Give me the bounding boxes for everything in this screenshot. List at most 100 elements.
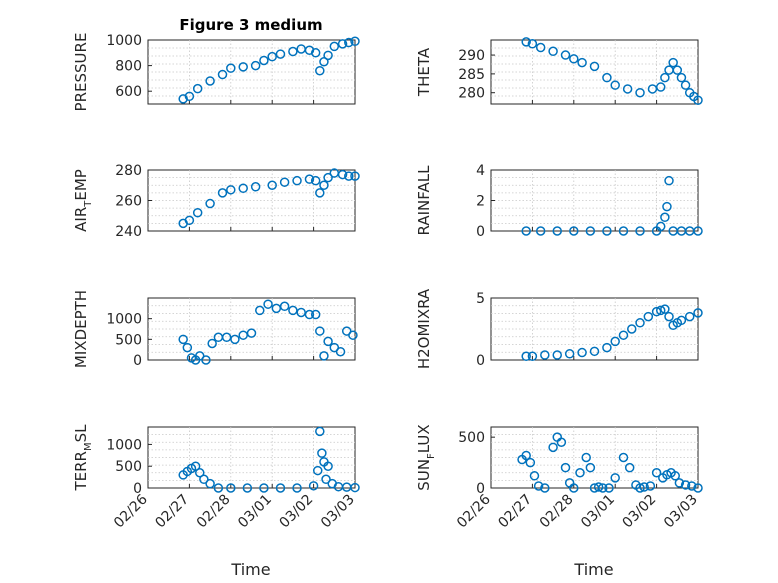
data-point (344, 171, 354, 181)
data-point (693, 95, 703, 105)
data-point (540, 350, 550, 360)
data-point (569, 54, 579, 64)
data-point (184, 215, 195, 226)
data-point (548, 46, 558, 57)
data-point (315, 188, 325, 198)
series-points (178, 168, 360, 229)
data-point (217, 69, 228, 80)
data-point (560, 462, 571, 473)
data-point (627, 324, 637, 334)
data-point (651, 468, 662, 478)
data-point (556, 437, 567, 447)
x-tick-label: 02/28 (194, 492, 234, 532)
y-tick-label: 285 (458, 67, 485, 83)
data-point (319, 351, 329, 361)
data-point (317, 448, 327, 458)
series-points (178, 36, 360, 104)
data-point (602, 72, 612, 83)
x-tick-label: 02/27 (152, 492, 192, 532)
data-point (581, 452, 591, 463)
data-point (279, 301, 290, 312)
data-point (564, 349, 575, 359)
x-tick-label: 03/02 (620, 492, 660, 532)
data-point (674, 478, 685, 488)
x-tick-label: 03/02 (277, 492, 317, 532)
data-point (337, 169, 348, 180)
data-point (259, 483, 269, 493)
data-point (315, 326, 325, 336)
data-point (525, 457, 536, 468)
data-point (288, 305, 298, 316)
x-tick-label: 03/01 (235, 492, 275, 532)
subplot-pressure: 600 800 1000 PRESSURE (72, 33, 360, 111)
data-point (660, 212, 670, 223)
data-point (319, 180, 329, 190)
data-point (323, 336, 333, 347)
data-point (308, 481, 319, 491)
data-point (323, 461, 333, 471)
x-axis-label-left: Time (230, 560, 270, 579)
data-point (521, 226, 531, 236)
data-point (693, 483, 703, 493)
series-points (178, 426, 360, 493)
data-point (593, 482, 604, 492)
y-tick-label: 0 (133, 481, 142, 497)
data-point (246, 328, 257, 338)
data-point (602, 226, 612, 236)
data-point (676, 315, 687, 326)
subplot-air-temp: 240 260 280 AIRTEMP (72, 163, 360, 240)
y-axis-label: RAINFALL (415, 165, 433, 236)
data-point (527, 351, 538, 362)
data-point (267, 180, 277, 190)
grid (491, 40, 698, 104)
x-tick-label: 02/26 (111, 491, 151, 531)
data-point (651, 306, 662, 317)
data-point (259, 55, 269, 66)
data-point (660, 304, 670, 314)
data-point (585, 226, 596, 236)
data-point (292, 175, 302, 186)
data-point (315, 426, 325, 437)
data-point (672, 65, 683, 75)
y-tick-label: 5 (476, 291, 485, 307)
data-point (577, 57, 587, 68)
data-point (680, 80, 691, 90)
data-point (226, 185, 236, 195)
data-point (622, 84, 633, 94)
subplot-mixdepth: 0 500 1000 MIXDEPTH (72, 290, 358, 369)
data-point (521, 450, 531, 461)
data-point (602, 342, 612, 353)
data-point (664, 175, 674, 186)
x-tick-label: 02/27 (495, 492, 535, 532)
data-point (292, 483, 302, 493)
data-point (310, 309, 321, 320)
data-point (610, 473, 620, 483)
data-point (521, 37, 531, 47)
data-point (560, 50, 571, 60)
data-point (250, 182, 261, 192)
data-point (304, 309, 315, 320)
data-point (521, 351, 531, 362)
data-point (304, 45, 315, 55)
data-point (321, 474, 331, 485)
data-point (535, 42, 546, 53)
data-point (610, 336, 620, 347)
data-point (687, 481, 697, 491)
data-point (205, 76, 215, 86)
data-point (271, 303, 282, 314)
y-tick-label: 500 (458, 430, 485, 446)
series-points (521, 37, 703, 105)
y-axis-label: SUNFLUX (415, 424, 437, 490)
data-point (319, 57, 329, 67)
data-point (693, 308, 703, 318)
data-point (335, 346, 346, 357)
data-point (323, 50, 333, 61)
data-point (552, 226, 562, 236)
data-point (684, 311, 695, 322)
series-points (517, 432, 703, 493)
y-tick-label: 0 (476, 353, 485, 369)
data-point (255, 305, 265, 316)
x-tick-label: 03/03 (318, 492, 358, 532)
subplot-sun-flux: 0 500 SUNFLUX (415, 424, 703, 497)
y-axis-label: TERRMSL (72, 424, 94, 492)
